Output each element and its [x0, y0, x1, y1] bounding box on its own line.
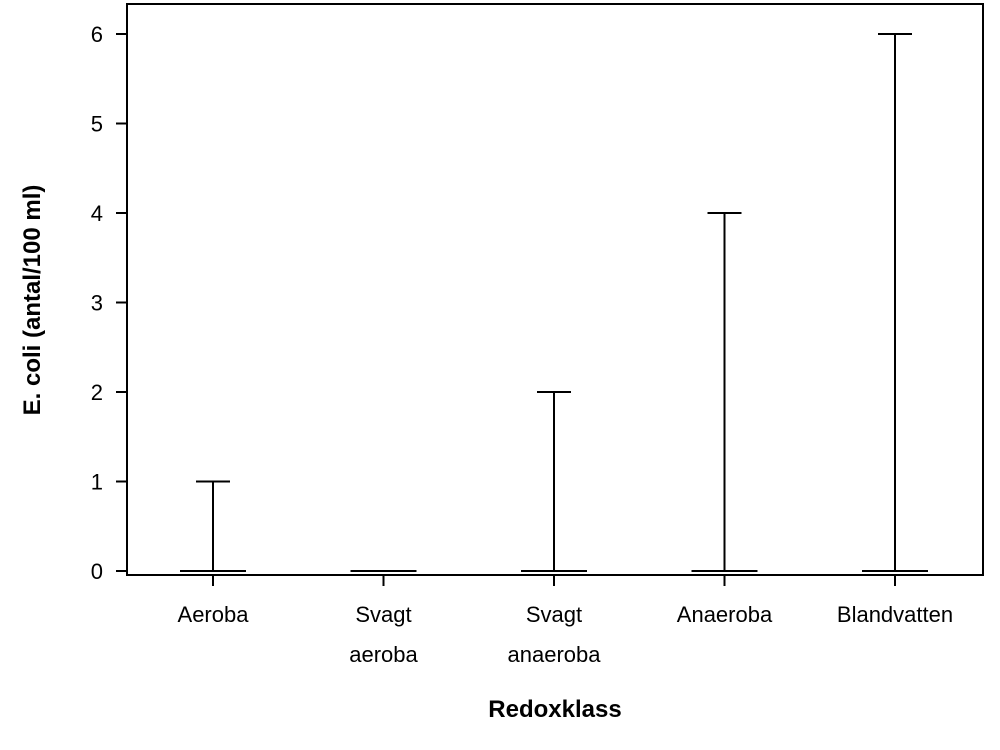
x-tick-label: Svagt anaeroba — [508, 602, 602, 667]
x-tick-label-line: Svagt — [526, 602, 582, 627]
x-tick-label: Blandvatten — [837, 602, 953, 627]
x-tick-label-line: Svagt — [355, 602, 411, 627]
x-tick-label: Anaeroba — [677, 602, 773, 627]
box-series — [180, 33, 928, 572]
box-2 — [521, 391, 587, 572]
box-0 — [180, 480, 246, 572]
x-tick-label-line: anaeroba — [508, 642, 602, 667]
x-tick-label: Svagt aeroba — [349, 602, 418, 667]
box-3 — [691, 212, 758, 572]
y-tick-label: 5 — [91, 112, 103, 137]
y-tick-label: 3 — [91, 291, 103, 316]
box-4 — [862, 33, 928, 572]
x-tick-label-line: Anaeroba — [677, 602, 773, 627]
x-axis-title: Redoxklass — [488, 696, 621, 723]
y-tick-label: 1 — [91, 470, 103, 495]
y-axis: 0 1 2 3 4 5 6 — [91, 22, 127, 584]
x-axis: Aeroba Svagt aeroba Svagt anaeroba Anaeroba Bl… — [178, 575, 953, 667]
x-tick-label: Aeroba — [178, 602, 250, 627]
y-tick-label: 2 — [91, 380, 103, 405]
y-tick-label: 6 — [91, 22, 103, 47]
x-tick-label-line: Aeroba — [178, 602, 250, 627]
x-tick-label-line: Blandvatten — [837, 602, 953, 627]
x-tick-label-line: aeroba — [349, 642, 418, 667]
y-tick-label: 4 — [91, 201, 103, 226]
y-axis-title: E. coli (antal/100 ml) — [19, 185, 46, 416]
y-tick-label: 0 — [91, 559, 103, 584]
